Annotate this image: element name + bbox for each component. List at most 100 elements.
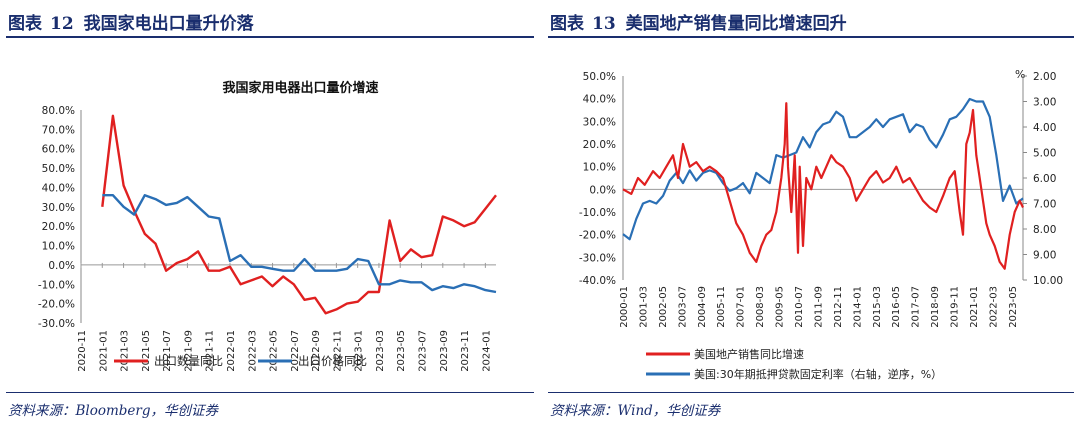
x-tick-label: 2023-05: [1008, 286, 1019, 328]
y-tick-label: 60.0%: [42, 144, 75, 156]
y-tick-label: -10.0%: [38, 279, 75, 291]
figure-13-number: 13: [592, 14, 616, 34]
y-tick-label: 10.0%: [42, 241, 75, 253]
x-tick-label: 2021-01: [969, 286, 980, 328]
y-right-tick-label: 6.00: [1033, 173, 1056, 185]
x-tick-label: 2022-05: [269, 330, 280, 372]
x-tick-label: 2017-07: [911, 286, 922, 328]
y-tick-label: -30.0%: [38, 318, 75, 330]
x-tick-label: 2021-03: [120, 330, 131, 372]
figure-12-footer: 资料来源：Bloomberg，华创证券: [6, 392, 534, 419]
y-right-tick-label: 2.00: [1033, 71, 1056, 83]
x-tick-label: 2021-07: [162, 330, 173, 372]
figure-13-footer: 资料来源：Wind，华创证券: [548, 392, 1074, 419]
x-tick-label: 2005-11: [716, 286, 727, 328]
series-line-quantity: [101, 114, 497, 315]
x-tick-label: 2019-11: [950, 286, 961, 328]
figure-12-panel: 图表 12 我国家电出口量升价落 我国家用电器出口量价增速 80.0% 70.0% 60.…: [6, 0, 534, 427]
y-tick-label: 40.0%: [42, 182, 75, 194]
x-tick-label: 2020-11: [77, 330, 88, 372]
x-tick-label: 2022-01: [226, 330, 237, 372]
x-tick-label: 2023-09: [439, 330, 450, 372]
x-tick-label: 2014-01: [852, 286, 863, 328]
series-line-mortgage-rate: [622, 97, 1024, 241]
y-tick-label: 0.0%: [48, 260, 75, 272]
series-line-price: [102, 194, 497, 294]
figure-12-source: 资料来源：Bloomberg，华创证券: [8, 403, 219, 419]
figure-12-title-text: 我国家电出口量升价落: [83, 14, 254, 34]
figure-13-header: 图表 13 美国地产销售量同比增速回升: [548, 6, 1074, 38]
x-tick-label: 2008-03: [755, 286, 766, 328]
x-tick-label: 2022-03: [988, 286, 999, 328]
y-left-tick-label: 20.0%: [583, 139, 616, 151]
figure-13-title: 图表 13 美国地产销售量同比增速回升: [550, 9, 847, 34]
figure-12-title: 图表 12 我国家电出口量升价落: [8, 9, 254, 34]
figure-13-label: 图表: [550, 14, 584, 34]
y-right-tick-label: 8.00: [1033, 224, 1056, 236]
legend-label-mortgage-rate: 美国:30年期抵押贷款固定利率（右轴，逆序，%）: [694, 367, 942, 381]
x-tick-label: 2021-01: [98, 330, 109, 372]
x-tick-label: 2021-05: [141, 330, 152, 372]
x-tick-label: 2007-01: [736, 286, 747, 328]
y-left-tick-label: 10.0%: [583, 162, 616, 174]
y-tick-label: 30.0%: [42, 202, 75, 214]
x-tick-label: 2002-05: [658, 286, 669, 328]
y-tick-label: 70.0%: [42, 124, 75, 136]
chart-title: 我国家用电器出口量价增速: [222, 80, 378, 96]
x-tick-label: 2018-09: [930, 286, 941, 328]
y-tick-label: -20.0%: [38, 299, 75, 311]
figure-12-header: 图表 12 我国家电出口量升价落: [6, 6, 534, 38]
x-tick-label: 2022-03: [247, 330, 258, 372]
x-tick-label: 2024-01: [481, 330, 492, 372]
y-right-tick-label: 4.00: [1033, 122, 1056, 134]
x-tick-label: 2022-09: [311, 330, 322, 372]
x-tick-label: 2012-11: [833, 286, 844, 328]
x-tick-label: 2023-07: [418, 330, 429, 372]
series-line-home-sales: [622, 102, 1024, 270]
y-left-tick-label: -20.0%: [579, 230, 616, 242]
x-tick-label: 2022-07: [290, 330, 301, 372]
legend-label-home-sales: 美国地产销售同比增速: [694, 347, 804, 361]
legend-label-quantity: 出口数量同比: [154, 354, 223, 368]
y-left-tick-label: 0.0%: [589, 184, 616, 196]
y-right-tick-label: 9.00: [1033, 250, 1056, 262]
figure-12-number: 12: [50, 14, 74, 34]
x-tick-label: 2001-03: [638, 286, 649, 328]
y-tick-label: 20.0%: [42, 221, 75, 233]
legend-label-price: 出口价格同比: [298, 354, 367, 368]
figure-13-source: 资料来源：Wind，华创证券: [550, 403, 721, 419]
y-right-tick-label: 5.00: [1033, 148, 1056, 160]
y-left-tick-label: 50.0%: [583, 71, 616, 83]
y-right-tick-label: 10.00: [1033, 275, 1063, 287]
export-chart: 我国家用电器出口量价增速 80.0% 70.0% 60.0% 50.0% 40.0% 30.…: [38, 80, 497, 372]
x-tick-label: 2009-05: [775, 286, 786, 328]
x-tick-label: 2022-11: [332, 330, 343, 372]
y-left-tick-label: -30.0%: [579, 252, 616, 264]
figure-13-title-text: 美国地产销售量同比增速回升: [625, 14, 847, 34]
x-tick-label: 2021-09: [183, 330, 194, 372]
x-tick-label: 2000-01: [619, 286, 630, 328]
x-tick-label: 2021-11: [205, 330, 216, 372]
y-left-tick-label: -40.0%: [579, 275, 616, 287]
x-tick-label: 2023-05: [396, 330, 407, 372]
figure-13-panel: 图表 13 美国地产销售量同比增速回升 % 50.0% 40.0% 30.0% 20.0% 1…: [548, 0, 1074, 427]
figure-12-label: 图表: [8, 14, 42, 34]
y-tick-label: 50.0%: [42, 163, 75, 175]
y-left-tick-label: -10.0%: [579, 207, 616, 219]
x-tick-label: 2003-07: [677, 286, 688, 328]
right-axis-unit: %: [1015, 68, 1025, 81]
x-tick-label: 2023-01: [354, 330, 365, 372]
x-tick-label: 2004-09: [697, 286, 708, 328]
housing-chart: % 50.0% 40.0% 30.0% 20.0% 10.0% 0.0% -10.0% -20.…: [579, 68, 1063, 381]
x-tick-label: 2010-07: [794, 286, 805, 328]
y-left-tick-label: 40.0%: [583, 94, 616, 106]
y-left-tick-label: 30.0%: [583, 116, 616, 128]
x-tick-label: 2016-05: [891, 286, 902, 328]
x-tick-label: 2023-11: [460, 330, 471, 372]
y-right-tick-label: 3.00: [1033, 97, 1056, 109]
x-tick-label: 2011-09: [813, 286, 824, 328]
y-tick-label: 80.0%: [42, 105, 75, 117]
y-right-tick-label: 7.00: [1033, 199, 1056, 211]
x-tick-label: 2015-03: [872, 286, 883, 328]
x-tick-label: 2023-03: [375, 330, 386, 372]
